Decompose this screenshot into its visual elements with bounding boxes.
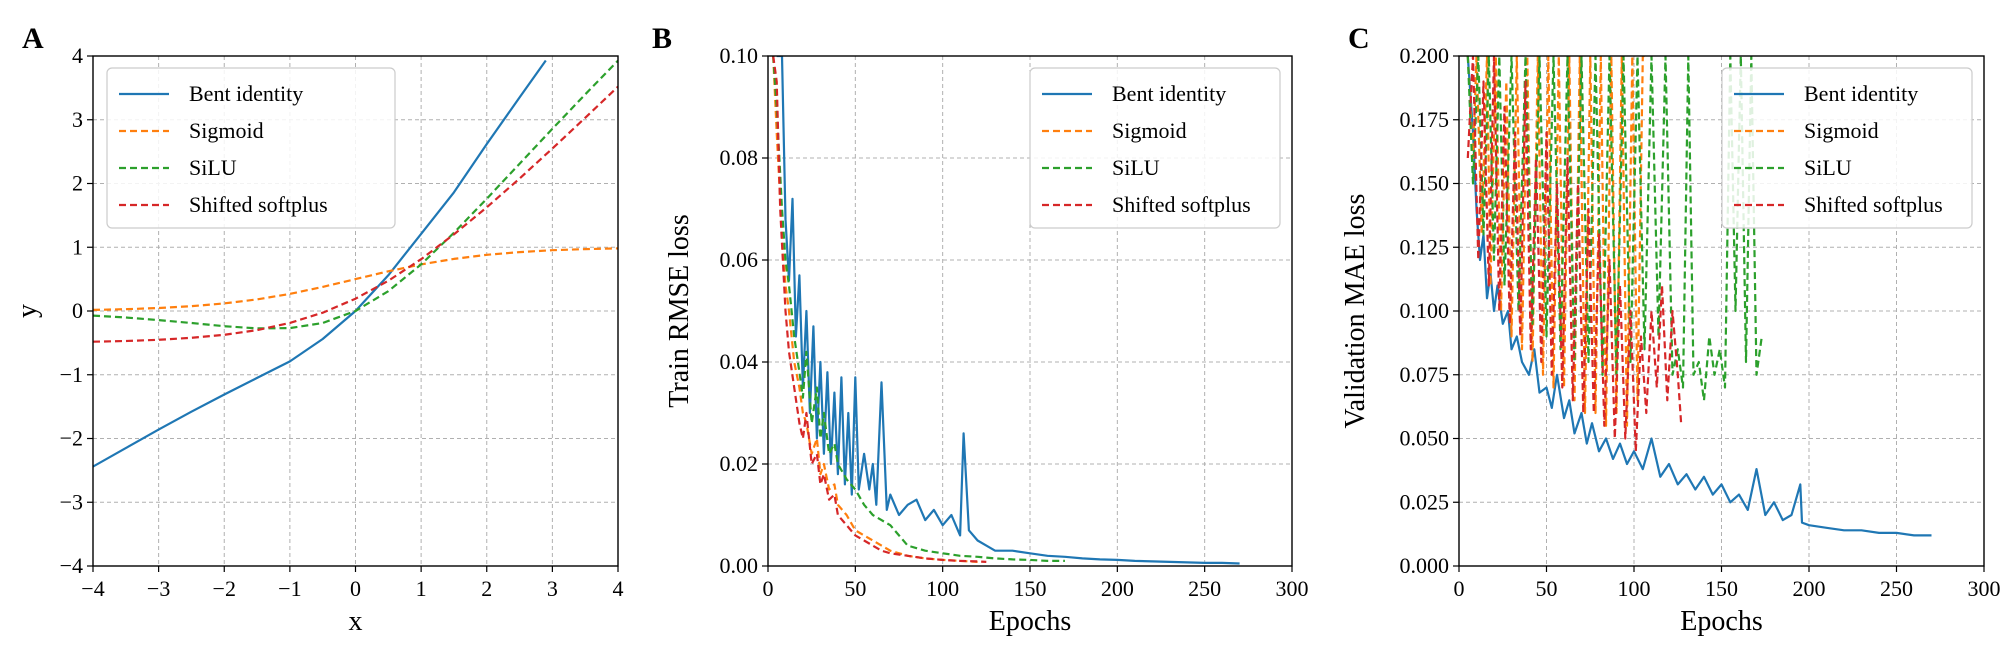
legend-label-shifted-softplus: Shifted softplus <box>1112 192 1251 217</box>
legend-label-bent-identity: Bent identity <box>189 81 303 106</box>
x-tick-label: 300 <box>1968 576 2001 601</box>
legend-label-shifted-softplus: Shifted softplus <box>189 192 328 217</box>
legend-label-shifted-softplus: Shifted softplus <box>1804 192 1943 217</box>
x-tick-label: 50 <box>1536 576 1558 601</box>
series-line-shifted-softplus <box>1466 56 1683 453</box>
series-line-silu <box>772 56 1065 562</box>
x-tick-label: 200 <box>1101 576 1134 601</box>
y-tick-label: −2 <box>60 426 83 451</box>
x-axis-label: Epochs <box>989 606 1071 637</box>
y-tick-label: 0.02 <box>720 451 759 476</box>
y-tick-label: −3 <box>60 489 83 514</box>
x-tick-label: 4 <box>613 576 624 601</box>
y-tick-label: −1 <box>60 362 83 387</box>
y-tick-label: 0.175 <box>1400 107 1450 132</box>
legend: Bent identity Sigmoid SiLU Shifted softplus <box>1721 67 1973 229</box>
x-tick-label: −3 <box>147 576 170 601</box>
panel-B: B 0 50 100 150 200 250 300 0.00 0.02 0.04 0.06 0.08 0… <box>652 22 1309 637</box>
y-tick-label: 0.08 <box>720 145 759 170</box>
y-tick-label: 0.100 <box>1400 298 1450 323</box>
x-tick-label: 100 <box>1618 576 1651 601</box>
y-tick-label: 0 <box>72 298 83 323</box>
y-tick-label: 4 <box>72 43 83 68</box>
y-axis-label: Validation MAE loss <box>1340 194 1371 429</box>
series-line-shifted-softplus <box>772 56 987 563</box>
legend-label-sigmoid: Sigmoid <box>1804 118 1879 143</box>
x-tick-label: 100 <box>926 576 959 601</box>
x-tick-label: 300 <box>1276 576 1309 601</box>
series-line-sigmoid <box>93 247 618 311</box>
y-tick-label: 1 <box>72 234 83 259</box>
y-tick-label: 0.075 <box>1400 362 1450 387</box>
legend-label-silu: SiLU <box>1112 155 1160 180</box>
legend-label-silu: SiLU <box>1804 155 1852 180</box>
y-tick-label: 3 <box>72 107 83 132</box>
panel-letter: A <box>22 22 44 55</box>
legend-box <box>1029 67 1281 229</box>
y-tick-label: 0.00 <box>720 553 759 578</box>
x-tick-label: 0 <box>763 576 774 601</box>
y-tick-label: 0.10 <box>720 43 759 68</box>
legend-label-bent-identity: Bent identity <box>1112 81 1226 106</box>
y-tick-label: 0.000 <box>1400 553 1450 578</box>
series-line-bent-identity <box>93 59 547 468</box>
panel-letter: C <box>1348 22 1370 55</box>
y-tick-label: 0.04 <box>720 349 759 374</box>
series-line-bent-identity <box>776 56 1240 565</box>
x-tick-label: 150 <box>1014 576 1047 601</box>
y-axis-label: Train RMSE loss <box>664 214 695 407</box>
x-tick-label: 0 <box>350 576 361 601</box>
x-tick-label: 1 <box>416 576 427 601</box>
panel-letter: B <box>652 22 672 55</box>
legend-box <box>106 67 396 229</box>
legend-label-sigmoid: Sigmoid <box>189 118 264 143</box>
x-tick-label: −1 <box>278 576 301 601</box>
series-line-silu <box>93 59 618 330</box>
y-tick-label: 2 <box>72 171 83 196</box>
x-tick-label: 50 <box>844 576 866 601</box>
y-tick-label: 0.06 <box>720 247 759 272</box>
y-tick-label: 0.125 <box>1400 234 1450 259</box>
y-tick-label: −4 <box>60 553 83 578</box>
x-tick-label: 0 <box>1454 576 1465 601</box>
x-tick-label: 250 <box>1188 576 1221 601</box>
y-tick-label: 0.050 <box>1400 426 1450 451</box>
y-tick-label: 0.025 <box>1400 489 1450 514</box>
x-tick-label: 3 <box>547 576 558 601</box>
legend-label-silu: SiLU <box>189 155 237 180</box>
panel-C: C 0 50 100 150 200 250 300 0.000 0.025 0.050 0.075 0… <box>1340 22 2001 637</box>
series-line-shifted-softplus <box>93 85 618 343</box>
x-tick-label: 200 <box>1793 576 1826 601</box>
series-line-bent-identity <box>1466 56 1932 537</box>
y-tick-label: 0.200 <box>1400 43 1450 68</box>
legend: Bent identity Sigmoid SiLU Shifted softplus <box>106 67 396 229</box>
x-axis-label: x <box>349 606 363 637</box>
x-tick-label: 250 <box>1880 576 1913 601</box>
legend-label-bent-identity: Bent identity <box>1804 81 1918 106</box>
y-axis-label: y <box>12 304 43 318</box>
x-tick-label: −2 <box>213 576 236 601</box>
x-tick-label: 150 <box>1705 576 1738 601</box>
x-axis-label: Epochs <box>1680 606 1762 637</box>
legend-box <box>1721 67 1973 229</box>
series-line-sigmoid <box>772 56 978 563</box>
y-tick-label: 0.150 <box>1400 171 1450 196</box>
legend: Bent identity Sigmoid SiLU Shifted softplus <box>1029 67 1281 229</box>
legend-label-sigmoid: Sigmoid <box>1112 118 1187 143</box>
x-tick-label: −4 <box>81 576 104 601</box>
panel-A: A −4 −3 −2 −1 0 1 2 3 4 −4 −3 −2 −1 0 1 2 3 4 x y Bent identi… <box>12 22 624 637</box>
x-tick-label: 2 <box>481 576 492 601</box>
